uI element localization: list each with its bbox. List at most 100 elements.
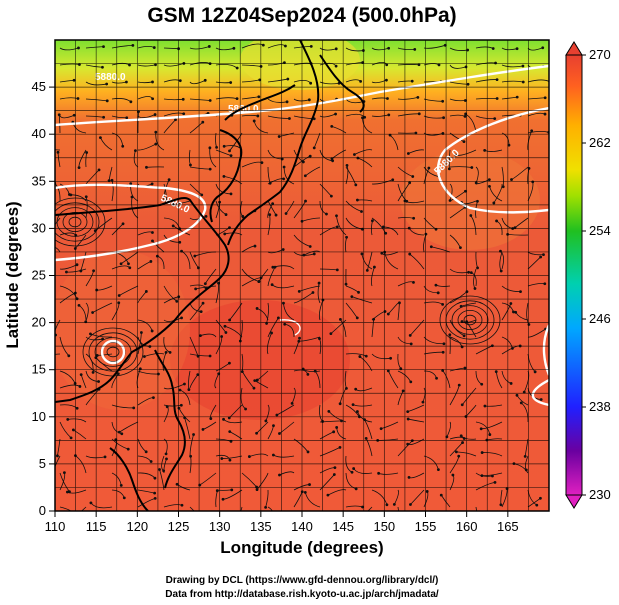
streamline-arrowhead: [180, 503, 184, 507]
streamline-arrowhead: [334, 112, 337, 116]
streamline-arrowhead: [410, 79, 414, 83]
streamline-arrowhead: [333, 466, 337, 470]
streamline-arrowhead: [350, 470, 354, 474]
streamline: [137, 143, 156, 151]
streamline: [383, 226, 399, 236]
streamline-arrowhead: [365, 268, 369, 272]
streamline-arrowhead: [345, 163, 349, 167]
streamline: [489, 186, 503, 202]
contour-line: [55, 64, 549, 127]
streamline-arrowhead: [407, 475, 411, 479]
streamline-arrowhead: [253, 379, 257, 383]
streamline-arrowhead: [406, 417, 410, 421]
streamline-arrowhead: [543, 282, 547, 286]
streamline-arrowhead: [208, 167, 212, 171]
y-tick-label: 35: [32, 173, 46, 188]
streamline: [495, 371, 503, 389]
streamline-arrowhead: [56, 454, 59, 458]
streamline-arrowhead: [73, 382, 77, 385]
streamline-arrowhead: [351, 403, 355, 407]
streamline-arrowhead: [99, 136, 102, 139]
streamline: [92, 302, 113, 313]
streamline: [163, 317, 182, 322]
vortex-ring: [62, 211, 88, 232]
streamline: [163, 179, 170, 202]
streamline: [59, 63, 80, 66]
x-tick-label: 160: [456, 519, 478, 534]
streamline: [267, 62, 285, 66]
y-tick-label: 15: [32, 362, 46, 377]
colorbar-tick-label: 230: [589, 487, 611, 502]
streamline-arrowhead: [152, 396, 155, 400]
streamline-arrowhead: [79, 373, 83, 377]
streamline: [449, 47, 468, 51]
streamline-arrowhead: [303, 174, 307, 178]
streamline: [384, 252, 399, 270]
streamline-arrowhead: [221, 497, 225, 501]
streamline: [493, 183, 503, 204]
streamline: [55, 149, 61, 151]
streamline-arrowhead: [144, 450, 148, 454]
streamline: [475, 506, 478, 511]
streamline-arrowhead: [309, 81, 313, 85]
streamline-arrowhead: [412, 216, 416, 220]
streamline: [172, 225, 191, 236]
streamline-arrowhead: [255, 488, 259, 491]
streamline-arrowhead: [116, 372, 120, 376]
colorbar-tick-label: 254: [589, 223, 611, 238]
streamline: [284, 323, 295, 338]
streamline-arrowhead: [204, 521, 207, 524]
y-axis-label: Latitude (degrees): [3, 201, 22, 348]
streamline-arrowhead: [495, 97, 499, 100]
x-tick-label: 120: [126, 519, 148, 534]
streamline: [465, 404, 477, 417]
streamline-arrowhead: [227, 416, 231, 420]
streamline-arrowhead: [149, 460, 153, 463]
y-tick-label: 5: [39, 456, 46, 471]
streamline-arrowhead: [143, 355, 146, 358]
streamline-arrowhead: [304, 199, 307, 203]
streamline: [189, 506, 195, 511]
streamline-arrowhead: [318, 337, 321, 341]
streamline-arrowhead: [361, 505, 364, 509]
streamline-arrowhead: [531, 180, 535, 184]
streamline-arrowhead: [329, 332, 333, 336]
streamline-arrowhead: [519, 401, 523, 405]
streamline: [431, 246, 451, 253]
streamline: [304, 492, 321, 508]
streamline-arrowhead: [228, 318, 232, 322]
streamline: [351, 296, 373, 304]
streamline-arrowhead: [364, 354, 368, 358]
streamline-arrowhead: [470, 166, 474, 169]
streamline-arrowhead: [133, 149, 137, 153]
streamline-arrowhead: [77, 46, 80, 50]
streamline: [475, 201, 478, 219]
streamline-arrowhead: [252, 386, 256, 390]
streamline: [189, 374, 199, 389]
streamline-arrowhead: [406, 152, 410, 155]
streamline: [85, 115, 104, 118]
chart-title: GSM 12Z04Sep2024 (500.0hPa): [147, 4, 456, 27]
streamline-arrowhead: [192, 433, 195, 436]
streamline: [85, 64, 103, 68]
streamline-arrowhead: [447, 167, 451, 171]
streamline-arrowhead: [309, 44, 313, 48]
y-tick-label: 45: [32, 79, 46, 94]
vortex-ring: [56, 207, 94, 237]
streamline: [209, 147, 217, 168]
streamline-arrowhead: [153, 491, 157, 495]
streamline-arrowhead: [290, 401, 294, 405]
vortex-ring: [68, 216, 82, 228]
streamline-arrowhead: [334, 64, 338, 68]
streamline-arrowhead: [467, 270, 470, 274]
streamline-arrowhead: [441, 99, 445, 103]
streamline-arrowhead: [194, 287, 198, 291]
streamline: [239, 319, 243, 342]
streamline: [267, 203, 273, 219]
streamline: [344, 237, 347, 253]
streamline-arrowhead: [224, 331, 228, 334]
streamline: [111, 180, 114, 202]
streamline-arrowhead: [539, 496, 542, 500]
streamline: [75, 455, 87, 474]
streamline: [59, 114, 75, 119]
